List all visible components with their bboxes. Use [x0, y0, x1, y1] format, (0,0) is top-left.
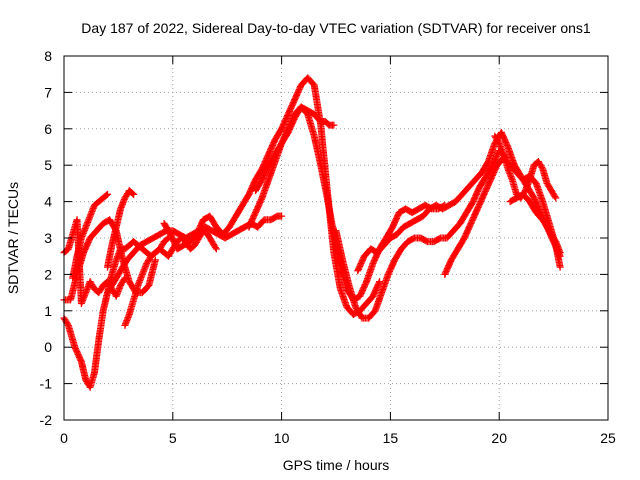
- x-tick-label: 20: [491, 430, 507, 446]
- x-axis-label: GPS time / hours: [283, 457, 390, 473]
- series-arc-10: [251, 103, 449, 304]
- y-tick-label: 3: [44, 230, 52, 246]
- data-point: [130, 190, 138, 198]
- data-point: [212, 245, 220, 253]
- y-tick-label: 6: [44, 121, 52, 137]
- data-point: [494, 138, 502, 146]
- y-tick-label: -2: [40, 412, 53, 428]
- x-tick-label: 10: [274, 430, 290, 446]
- y-axis-label: SDTVAR / TECUs: [5, 182, 21, 294]
- y-tick-label: 8: [44, 48, 52, 64]
- y-tick-label: 1: [44, 303, 52, 319]
- series-arc-11: [332, 147, 510, 322]
- data-layer: [60, 74, 564, 391]
- series-arc-14: [491, 132, 560, 202]
- data-point: [102, 191, 110, 199]
- data-point: [63, 320, 71, 328]
- data-point: [556, 263, 564, 271]
- data-point: [551, 193, 559, 201]
- x-tick-label: 0: [60, 430, 68, 446]
- y-tick-label: 7: [44, 84, 52, 100]
- axis-ticks: 0 5 10 15 20 25 -2 -1 0 1 2 3 4 5 6 7 8: [40, 48, 616, 446]
- data-point: [538, 163, 546, 171]
- data-point: [556, 249, 564, 257]
- data-point: [375, 279, 383, 287]
- data-point: [278, 212, 286, 220]
- chart-title: Day 187 of 2022, Sidereal Day-to-day VTE…: [81, 20, 591, 36]
- data-point: [376, 278, 384, 286]
- y-tick-label: 4: [44, 194, 52, 210]
- y-tick-label: -1: [40, 376, 53, 392]
- y-tick-label: 2: [44, 266, 52, 282]
- data-point: [129, 189, 137, 197]
- series-arc-15: [506, 190, 564, 257]
- series-arc-6: [104, 187, 138, 271]
- series-arc-4: [69, 190, 112, 282]
- y-tick-label: 5: [44, 157, 52, 173]
- data-point: [151, 256, 159, 264]
- y-tick-label: 0: [44, 339, 52, 355]
- data-point: [104, 190, 112, 198]
- data-point: [330, 121, 338, 129]
- data-point: [211, 243, 219, 251]
- x-tick-label: 5: [169, 430, 177, 446]
- x-tick-label: 25: [600, 430, 616, 446]
- x-tick-label: 15: [383, 430, 399, 446]
- data-point: [552, 194, 560, 202]
